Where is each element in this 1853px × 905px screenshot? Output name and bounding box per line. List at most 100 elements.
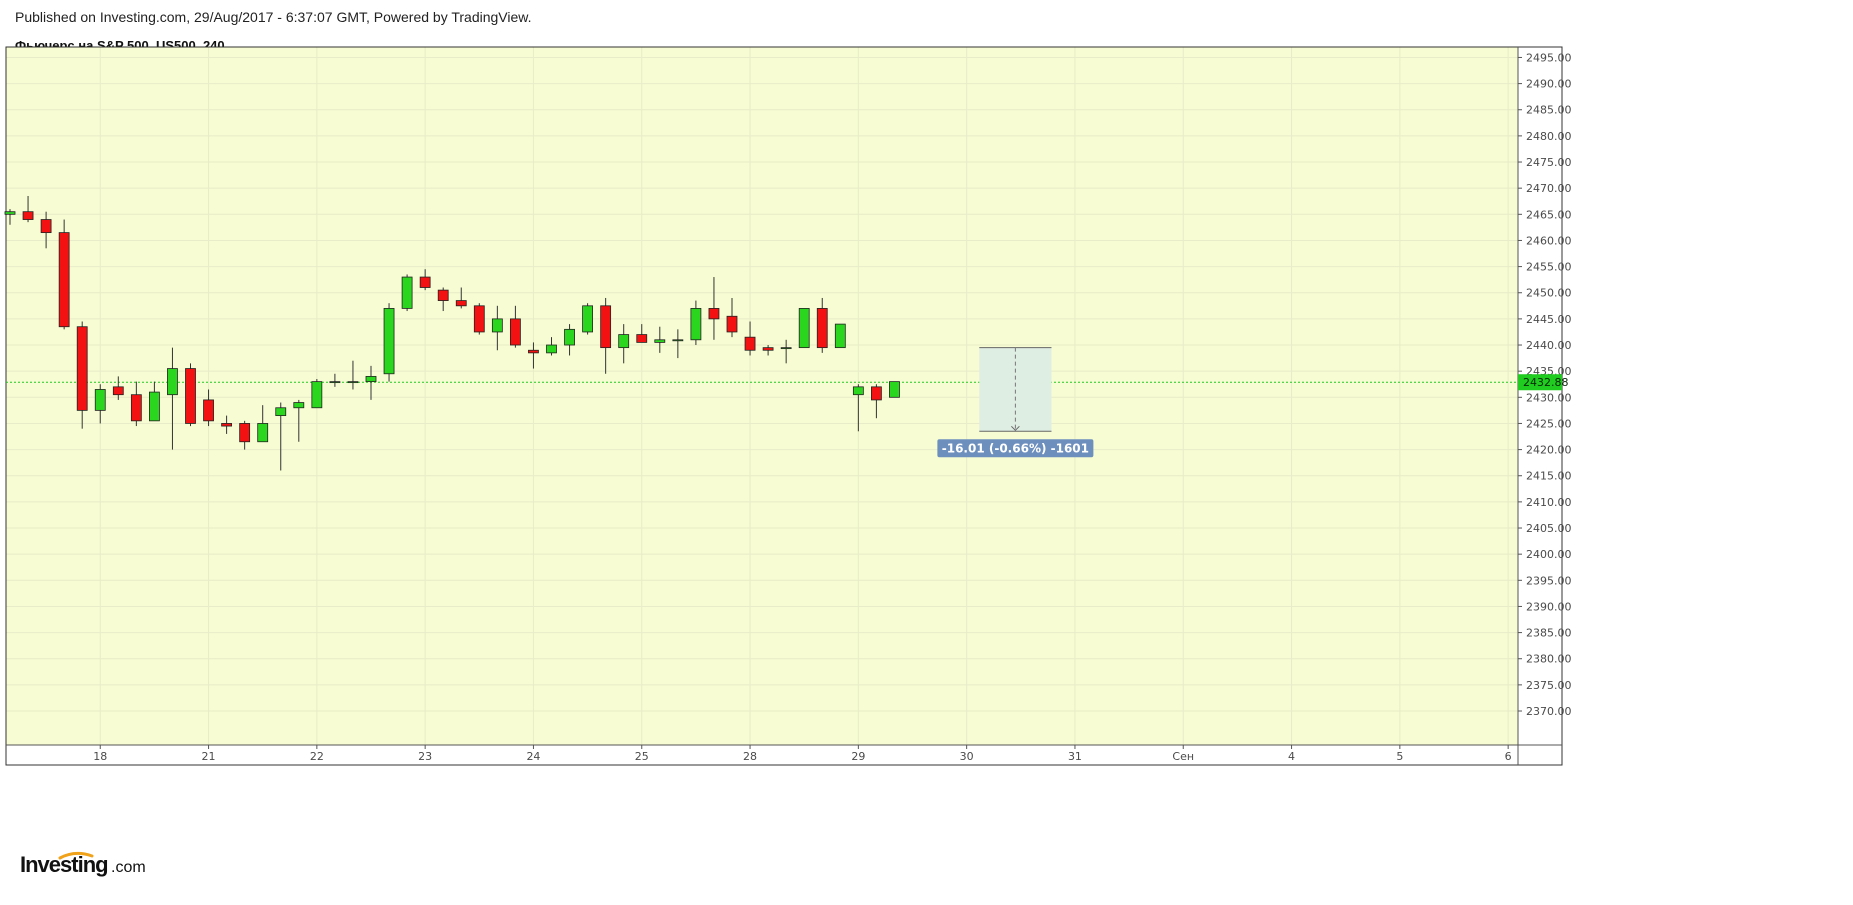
measure-arrow-icon <box>1011 425 1020 431</box>
candle-down <box>455 300 467 307</box>
candle-down <box>419 276 431 288</box>
price-axis[interactable]: 2370.00 2375.00 2380.00 2385.00 2390.00 2395.… <box>1518 51 1572 718</box>
time-tick-label: 31 <box>1068 750 1082 763</box>
price-tick-label: 2385.00 <box>1526 627 1572 640</box>
time-tick-label: 24 <box>526 750 540 763</box>
candle-up <box>257 423 269 443</box>
last-price-badge: 2432.88 <box>1518 374 1569 391</box>
measure-tool[interactable]: -16.01 (-0.66%) -1601 <box>937 347 1094 458</box>
last-price-label: 2432.88 <box>1523 376 1569 389</box>
price-tick-label: 2455.00 <box>1526 261 1572 274</box>
price-tick-label: 2490.00 <box>1526 78 1572 91</box>
price-tick-label: 2420.00 <box>1526 444 1572 457</box>
time-tick-label: Сен <box>1172 750 1194 763</box>
candle-down <box>112 386 124 396</box>
candle-down <box>816 308 828 349</box>
price-tick-label: 2430.00 <box>1526 391 1572 404</box>
price-tick-label: 2405.00 <box>1526 522 1572 535</box>
candle-up <box>546 344 557 354</box>
candle-down <box>40 219 52 234</box>
time-tick-label: 30 <box>960 750 974 763</box>
candle-down <box>528 349 539 354</box>
published-info: Published on Investing.com, 29/Aug/2017 … <box>15 9 532 25</box>
price-tick-label: 2390.00 <box>1526 600 1572 613</box>
candle-down <box>76 326 88 411</box>
candle-down <box>221 423 233 427</box>
price-tick-label: 2475.00 <box>1526 156 1572 169</box>
candle-up <box>618 334 630 349</box>
price-tick-label: 2495.00 <box>1526 51 1572 64</box>
time-tick-label: 29 <box>851 750 865 763</box>
candle-down <box>600 305 612 349</box>
time-tick-label: 6 <box>1505 750 1512 763</box>
candle-up <box>401 276 413 309</box>
candle-up <box>365 375 377 383</box>
price-tick-label: 2465.00 <box>1526 208 1572 221</box>
candle-up <box>780 347 792 350</box>
candle-up <box>564 328 575 346</box>
candle-down <box>473 305 485 333</box>
time-tick-label: 5 <box>1396 750 1403 763</box>
plot-area[interactable] <box>6 47 1518 745</box>
candle-up <box>4 211 16 215</box>
price-tick-label: 2425.00 <box>1526 417 1572 430</box>
candle-down <box>58 232 70 328</box>
time-tick-label: 25 <box>635 750 649 763</box>
time-tick-label: 18 <box>93 750 107 763</box>
candle-up <box>672 339 684 342</box>
candle-down <box>509 318 521 346</box>
candle-down <box>762 347 774 351</box>
price-tick-label: 2460.00 <box>1526 234 1572 247</box>
measure-label-text: -16.01 (-0.66%) -1601 <box>942 441 1089 455</box>
price-tick-label: 2445.00 <box>1526 313 1572 326</box>
candle-up <box>798 308 810 349</box>
logo-swoosh-icon <box>58 851 94 860</box>
candle-up <box>275 407 287 417</box>
candle-down <box>871 386 882 401</box>
candle-up <box>293 402 305 409</box>
price-tick-label: 2380.00 <box>1526 653 1572 666</box>
time-tick-label: 23 <box>418 750 432 763</box>
time-axis[interactable]: 18 21 22 23 24 25 28 29 30 31 Сен 4 5 6 <box>93 745 1512 763</box>
price-tick-label: 2470.00 <box>1526 182 1572 195</box>
price-tick-label: 2375.00 <box>1526 679 1572 692</box>
candle-down <box>239 423 251 443</box>
candle-down <box>726 315 738 333</box>
candle-up <box>167 368 178 396</box>
investing-logo: Investing .com <box>20 851 146 877</box>
time-tick-label: 22 <box>310 750 324 763</box>
measure-label-badge <box>937 439 1094 458</box>
time-tick-label: 28 <box>743 750 757 763</box>
price-tick-label: 2450.00 <box>1526 287 1572 300</box>
logo-suffix-text: .com <box>111 859 146 876</box>
candles <box>4 196 900 471</box>
price-tick-label: 2480.00 <box>1526 130 1572 143</box>
candle-down <box>744 336 756 351</box>
candle-down <box>437 289 449 301</box>
measure-range-box[interactable] <box>979 347 1052 432</box>
time-tick-label: 4 <box>1288 750 1295 763</box>
candle-up <box>582 305 593 333</box>
candle-up <box>852 386 864 396</box>
candle-down <box>636 334 648 343</box>
candle-up <box>654 339 666 343</box>
candle-up <box>834 323 846 349</box>
price-tick-label: 2395.00 <box>1526 574 1572 587</box>
price-tick-label: 2410.00 <box>1526 496 1572 509</box>
candle-up <box>311 381 323 409</box>
candle-down <box>708 308 720 320</box>
candle-up <box>329 381 341 384</box>
time-tick-label: 21 <box>202 750 216 763</box>
candle-up <box>94 389 106 411</box>
price-tick-label: 2415.00 <box>1526 470 1572 483</box>
price-tick-label: 2370.00 <box>1526 705 1572 718</box>
plot-border <box>5 46 1563 766</box>
candle-down <box>185 368 196 424</box>
candle-up <box>383 308 395 375</box>
candle-up <box>889 381 900 398</box>
price-tick-label: 2485.00 <box>1526 104 1572 117</box>
candle-up <box>491 318 503 333</box>
candle-down <box>22 211 34 220</box>
candle-up <box>347 381 359 384</box>
